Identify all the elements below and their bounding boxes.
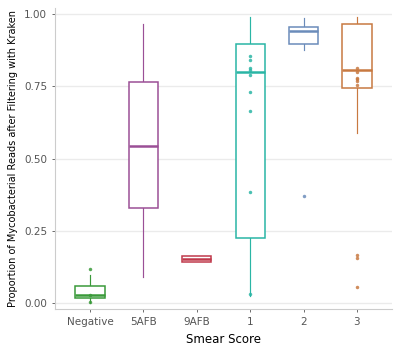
X-axis label: Smear Score: Smear Score: [186, 333, 261, 346]
Bar: [236, 45, 265, 238]
Bar: [129, 82, 158, 208]
Bar: [342, 24, 372, 88]
Bar: [75, 286, 105, 298]
Bar: [182, 256, 212, 262]
Y-axis label: Proportion of Mycobacterial Reads after Filtering with Kraken: Proportion of Mycobacterial Reads after …: [8, 10, 18, 307]
Bar: [289, 27, 318, 45]
